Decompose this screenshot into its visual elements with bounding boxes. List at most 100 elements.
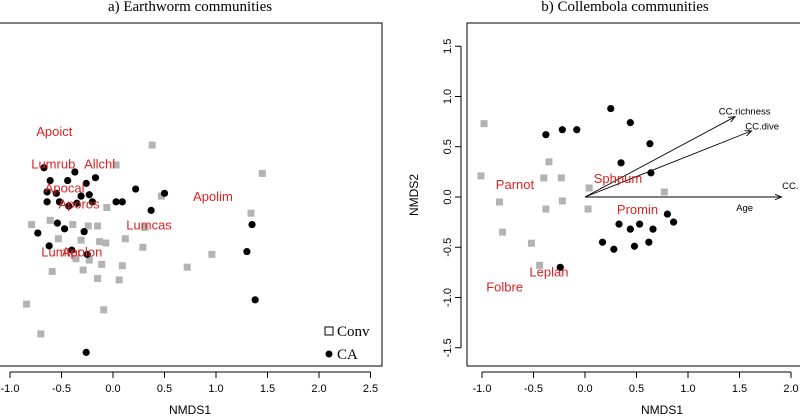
species-label: Apoict	[36, 124, 73, 139]
conv-point	[557, 174, 565, 182]
ca-point	[669, 218, 678, 226]
legend-conv-label: Conv	[337, 324, 370, 340]
species-label: Lumcas	[126, 218, 172, 233]
ca-point	[80, 228, 88, 236]
conv-point	[542, 205, 550, 213]
ca-point	[43, 188, 51, 196]
conv-point	[77, 236, 85, 244]
species-label: Lumrub	[31, 157, 75, 172]
ca-point	[598, 238, 607, 246]
ca-point	[53, 219, 61, 227]
conv-point	[139, 243, 147, 251]
env-vector-arrow-head	[744, 130, 753, 137]
env-vector-arrow	[584, 116, 736, 198]
ca-point	[112, 198, 120, 206]
conv-point	[100, 306, 108, 314]
ca-point	[251, 296, 259, 304]
ca-point	[615, 220, 623, 228]
ca-point	[645, 238, 653, 246]
conv-point	[121, 235, 129, 243]
species-label: Sphpum	[594, 171, 642, 186]
panel-b-y-label: NMDS2	[407, 174, 421, 216]
conv-point	[84, 222, 92, 230]
earthworm-panel: a) Earthworm communities -1.0 -0.5 0.0 0.5 1…	[0, 0, 383, 417]
ca-point	[91, 174, 100, 182]
ca-point	[60, 225, 69, 233]
species-label: Apocal	[45, 181, 85, 196]
ca-point	[626, 119, 634, 127]
legend-conv-marker	[324, 326, 334, 336]
ca-point	[45, 242, 53, 250]
conv-point	[118, 262, 126, 270]
conv-point	[69, 221, 77, 229]
conv-point	[148, 141, 156, 149]
panel-b-y-tick-label: 0.5	[442, 139, 454, 154]
collembola-panel: b) Collembola communities -1.0 -0.5 0.0 0.5…	[407, 0, 800, 417]
ca-point	[607, 104, 615, 113]
ca-point	[573, 126, 581, 134]
conv-point	[660, 188, 668, 196]
conv-point	[247, 209, 255, 217]
ca-point	[626, 225, 634, 233]
conv-point	[72, 255, 80, 263]
panel-b-title: b) Collembola communities	[541, 0, 709, 15]
env-vector-arrow	[584, 130, 752, 198]
panel-a-x-tick-label: -1.0	[1, 383, 20, 395]
conv-point	[98, 260, 106, 268]
conv-point	[540, 174, 548, 182]
conv-point	[94, 275, 102, 283]
ca-point	[635, 220, 644, 228]
ca-point	[82, 179, 90, 187]
ca-point	[85, 191, 93, 199]
panel-b-y-tick-label: 1.0	[442, 89, 454, 104]
conv-point	[96, 238, 104, 246]
ca-point	[248, 220, 256, 229]
ca-point	[52, 189, 60, 197]
panel-a-plot-box	[0, 22, 383, 367]
vector-label: Age	[736, 203, 753, 214]
species-label: Apolon	[62, 245, 102, 260]
panel-b-x-tick-label: -0.5	[524, 383, 543, 395]
conv-point	[477, 172, 485, 180]
ca-point	[243, 247, 251, 256]
panel-b-x-label: NMDS1	[641, 403, 683, 417]
env-vector-arrow-head	[774, 193, 783, 201]
panel-b-x-tick-label: 1.5	[732, 383, 747, 395]
vector-label: CC.	[782, 181, 798, 192]
conv-point	[585, 184, 593, 192]
ca-point	[68, 246, 76, 254]
conv-point	[499, 228, 507, 236]
conv-point	[183, 263, 191, 271]
ca-point	[160, 189, 169, 197]
panel-a-x-tick-label: 1.0	[208, 383, 223, 395]
panel-b-x-tick-label: 1.0	[680, 383, 695, 395]
ca-point	[88, 198, 96, 206]
ca-point	[617, 159, 625, 167]
panel-a-points	[22, 141, 266, 356]
conv-point	[545, 158, 553, 166]
conv-point	[102, 239, 110, 247]
panel-b-y-tick-label: 1.5	[442, 39, 454, 54]
panel-a-x-tick-label: 2.5	[363, 383, 378, 395]
ca-point	[71, 168, 79, 176]
ca-point	[663, 210, 672, 218]
panel-b-x-tick-label: 2.0	[783, 383, 798, 395]
conv-point	[48, 267, 56, 275]
conv-point	[558, 197, 566, 205]
panel-b-vectors: CC.richness CC.dive CC. Age	[584, 107, 798, 214]
species-label: Aporos	[58, 196, 100, 211]
ca-point	[556, 263, 564, 271]
species-label: Parnot	[496, 177, 535, 192]
conv-point	[496, 198, 504, 206]
conv-point	[480, 120, 488, 128]
panel-b-y-tick-label: -0.5	[442, 238, 454, 257]
conv-point	[54, 235, 62, 243]
ca-point	[46, 176, 54, 185]
panel-b-plot-box	[466, 22, 800, 367]
ca-point	[630, 242, 639, 250]
panel-b-x-tick-label: 0.5	[629, 383, 644, 395]
conv-point	[112, 161, 120, 169]
panel-b-y-tick-label: -1.0	[442, 288, 454, 307]
